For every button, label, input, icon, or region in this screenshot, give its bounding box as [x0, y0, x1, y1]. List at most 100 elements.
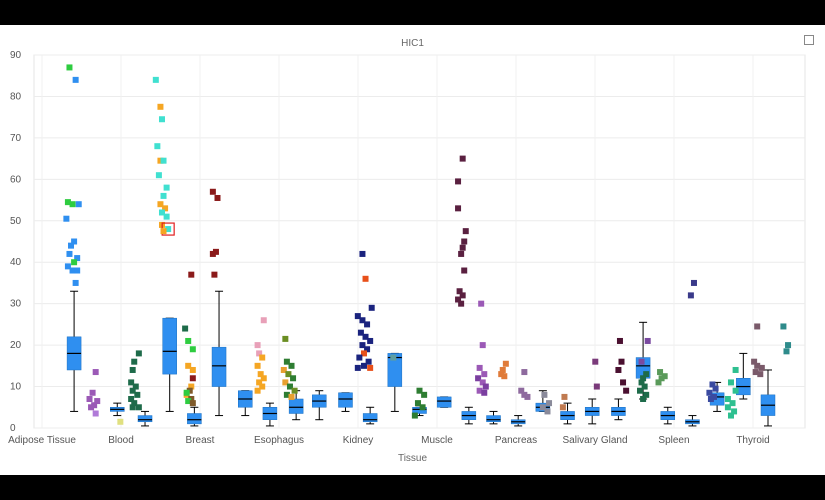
outlier-point[interactable] — [254, 342, 261, 349]
box[interactable] — [685, 415, 700, 427]
outlier-point[interactable] — [724, 395, 731, 402]
box[interactable] — [162, 317, 177, 412]
outlier-point[interactable] — [282, 335, 289, 342]
outlier-point[interactable] — [260, 375, 267, 382]
outlier-point[interactable] — [152, 76, 159, 83]
outlier-point[interactable] — [155, 172, 162, 179]
outlier-point[interactable] — [727, 412, 734, 419]
outlier-point[interactable] — [188, 395, 195, 402]
outlier-point[interactable] — [712, 385, 719, 392]
box[interactable] — [486, 410, 501, 425]
outlier-point[interactable] — [640, 375, 647, 382]
outlier-point[interactable] — [360, 350, 367, 357]
outlier-point[interactable] — [356, 354, 363, 361]
outlier-point[interactable] — [367, 364, 374, 371]
outlier-point[interactable] — [455, 178, 462, 185]
outlier-point[interactable] — [362, 275, 369, 282]
outlier-point[interactable] — [411, 412, 418, 419]
outlier-point[interactable] — [459, 244, 466, 251]
outlier-point[interactable] — [132, 383, 139, 390]
outlier-point[interactable] — [414, 400, 421, 407]
outlier-point[interactable] — [658, 375, 665, 382]
box[interactable] — [262, 402, 278, 427]
outlier-point[interactable] — [751, 358, 758, 365]
outlier-point[interactable] — [75, 201, 82, 208]
outlier-point[interactable] — [259, 354, 266, 361]
outlier-point[interactable] — [732, 366, 739, 373]
outlier-point[interactable] — [727, 379, 734, 386]
outlier-point[interactable] — [128, 379, 135, 386]
outlier-point[interactable] — [131, 400, 138, 407]
outlier-point[interactable] — [129, 404, 136, 411]
outlier-point[interactable] — [254, 362, 261, 369]
outlier-point[interactable] — [754, 323, 761, 330]
outlier-point[interactable] — [259, 383, 266, 390]
outlier-point[interactable] — [256, 350, 263, 357]
outlier-point[interactable] — [288, 362, 295, 369]
outlier-point[interactable] — [456, 288, 463, 295]
outlier-point[interactable] — [455, 205, 462, 212]
outlier-point[interactable] — [479, 379, 486, 386]
outlier-point[interactable] — [189, 346, 196, 353]
outlier-point[interactable] — [214, 194, 221, 201]
outlier-point[interactable] — [362, 333, 369, 340]
outlier-point[interactable] — [687, 292, 694, 299]
outlier-point[interactable] — [359, 342, 366, 349]
outlier-point[interactable] — [476, 364, 483, 371]
outlier-point[interactable] — [709, 381, 716, 388]
outlier-point[interactable] — [754, 362, 761, 369]
outlier-point[interactable] — [360, 362, 367, 369]
outlier-point[interactable] — [561, 393, 568, 400]
outlier-point[interactable] — [69, 267, 76, 274]
outlier-point[interactable] — [354, 313, 361, 320]
outlier-point[interactable] — [63, 215, 70, 222]
outlier-point[interactable] — [711, 393, 718, 400]
outlier-point[interactable] — [458, 300, 465, 307]
outlier-point[interactable] — [212, 248, 219, 255]
outlier-point[interactable] — [158, 116, 165, 123]
outlier-point[interactable] — [157, 103, 164, 110]
outlier-point[interactable] — [182, 325, 189, 332]
outlier-point[interactable] — [365, 358, 372, 365]
outlier-point[interactable] — [729, 400, 736, 407]
outlier-point[interactable] — [364, 346, 371, 353]
outlier-point[interactable] — [256, 379, 263, 386]
outlier-point[interactable] — [160, 157, 167, 164]
outlier-point[interactable] — [559, 404, 566, 411]
outlier-point[interactable] — [416, 387, 423, 394]
outlier-point[interactable] — [162, 205, 169, 212]
outlier-point[interactable] — [71, 259, 78, 266]
outlier-point[interactable] — [64, 199, 71, 206]
outlier-point[interactable] — [185, 362, 192, 369]
outlier-point[interactable] — [643, 371, 650, 378]
outlier-point[interactable] — [69, 201, 76, 208]
outlier-point[interactable] — [188, 383, 195, 390]
outlier-point[interactable] — [291, 387, 298, 394]
outlier-point[interactable] — [163, 213, 170, 220]
outlier-point[interactable] — [644, 337, 651, 344]
outlier-point[interactable] — [785, 342, 792, 349]
outlier-point[interactable] — [482, 383, 489, 390]
outlier-point[interactable] — [539, 404, 546, 411]
box[interactable] — [760, 369, 776, 427]
outlier-point[interactable] — [623, 387, 630, 394]
box[interactable] — [461, 406, 477, 425]
outlier-point[interactable] — [758, 364, 765, 371]
outlier-point[interactable] — [458, 250, 465, 257]
outlier-point[interactable] — [367, 337, 374, 344]
outlier-point[interactable] — [283, 391, 290, 398]
box[interactable] — [436, 396, 452, 408]
outlier-point[interactable] — [185, 398, 192, 405]
outlier-point[interactable] — [129, 366, 136, 373]
box[interactable] — [187, 406, 202, 427]
outlier-point[interactable] — [135, 404, 142, 411]
outlier-point[interactable] — [752, 369, 759, 376]
outlier-point[interactable] — [66, 250, 73, 257]
outlier-point[interactable] — [706, 389, 713, 396]
outlier-point[interactable] — [521, 369, 528, 376]
outlier-point[interactable] — [690, 279, 697, 286]
outlier-point[interactable] — [616, 337, 623, 344]
outlier-point[interactable] — [154, 143, 161, 150]
box[interactable] — [611, 398, 626, 421]
box[interactable] — [110, 402, 125, 417]
